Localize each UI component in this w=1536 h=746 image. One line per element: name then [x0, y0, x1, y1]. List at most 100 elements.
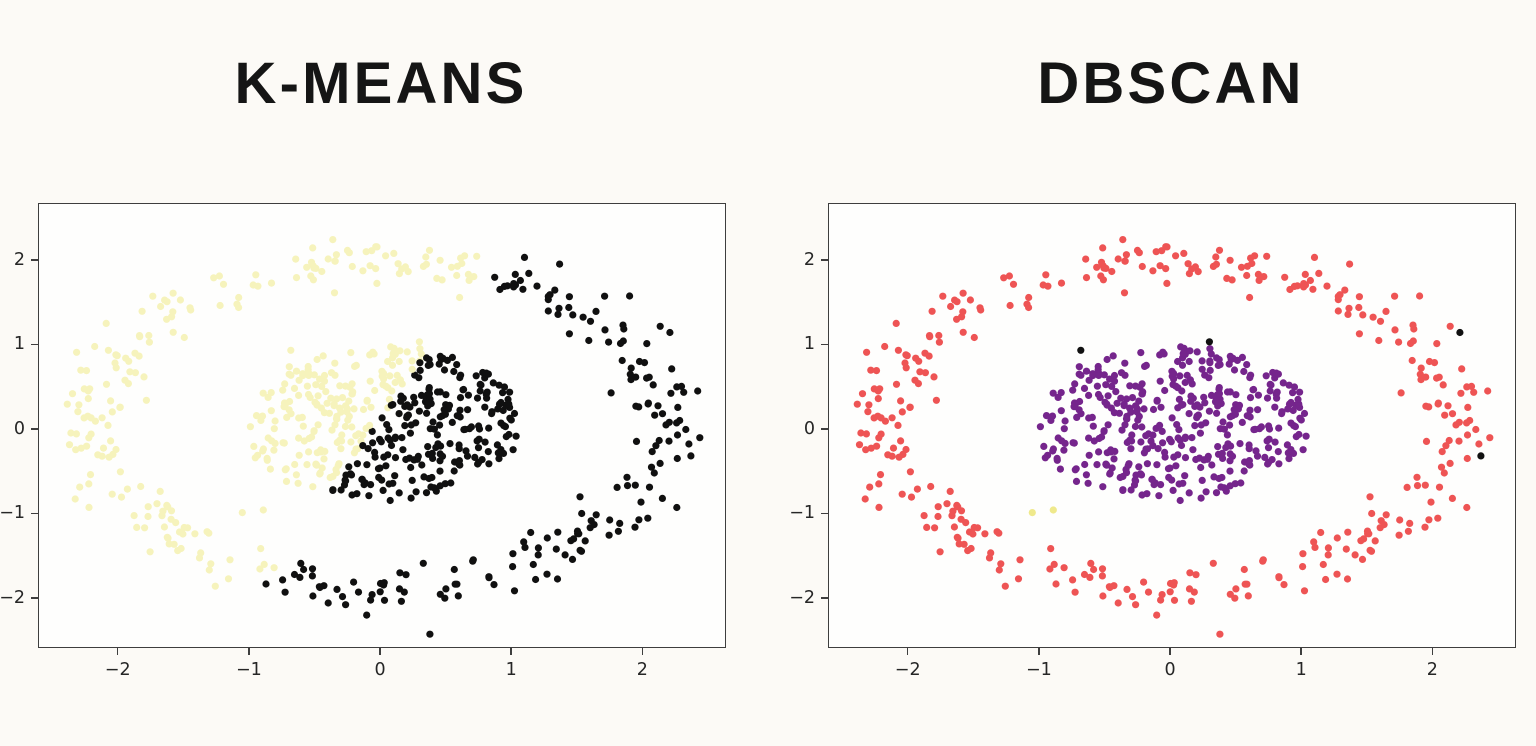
data-point — [329, 236, 337, 244]
data-point — [1127, 408, 1135, 416]
data-point — [341, 382, 350, 390]
data-point — [1344, 310, 1352, 318]
data-point — [1273, 388, 1281, 396]
y-tick-label: 1 — [803, 334, 815, 355]
data-point — [1243, 412, 1251, 420]
data-point — [359, 405, 368, 414]
data-point — [415, 374, 423, 382]
data-point — [226, 556, 234, 564]
data-point — [554, 310, 562, 318]
data-point — [970, 333, 978, 342]
data-point — [102, 319, 110, 327]
data-point — [1226, 590, 1234, 598]
data-point — [1196, 403, 1204, 411]
data-point — [1422, 437, 1431, 445]
data-point — [295, 451, 303, 459]
data-point — [1056, 465, 1064, 473]
data-point — [1458, 365, 1466, 373]
data-point — [346, 470, 355, 478]
data-point — [1185, 357, 1193, 366]
data-point — [427, 400, 435, 408]
data-point — [1069, 386, 1077, 394]
data-point — [224, 575, 233, 583]
data-point — [82, 367, 91, 375]
data-point — [1177, 401, 1185, 409]
data-point — [544, 307, 552, 315]
data-point — [138, 307, 146, 315]
data-point — [412, 419, 420, 427]
data-point — [345, 463, 353, 471]
data-point — [1103, 355, 1111, 364]
data-point — [1049, 445, 1057, 453]
data-point — [464, 391, 472, 399]
data-point — [902, 445, 910, 454]
data-point — [1444, 402, 1452, 410]
data-point — [620, 325, 628, 333]
data-point — [867, 366, 875, 374]
data-point — [267, 407, 275, 415]
data-point — [327, 369, 336, 377]
data-point — [1118, 426, 1126, 434]
data-point — [1188, 265, 1196, 273]
data-point — [1121, 257, 1129, 265]
data-point — [635, 403, 643, 411]
data-point — [1099, 276, 1107, 284]
data-point — [1254, 270, 1262, 278]
data-point — [1100, 371, 1108, 379]
data-point — [280, 403, 288, 411]
data-point — [238, 509, 246, 517]
data-point — [658, 494, 667, 502]
data-point — [579, 313, 587, 321]
data-point — [1025, 293, 1033, 302]
data-point — [1205, 338, 1213, 346]
data-point — [1132, 402, 1140, 410]
data-point — [932, 396, 940, 404]
data-point — [551, 286, 559, 294]
data-point — [1299, 550, 1307, 558]
data-point — [1192, 455, 1200, 464]
data-point — [1205, 374, 1213, 382]
data-point — [606, 516, 614, 524]
data-point — [1246, 406, 1254, 414]
data-point — [353, 460, 361, 468]
data-point — [219, 280, 228, 288]
data-point — [299, 422, 307, 430]
data-point — [565, 303, 573, 312]
data-point — [179, 530, 187, 538]
data-point — [446, 440, 454, 448]
data-point — [1099, 592, 1107, 600]
data-point — [425, 390, 433, 398]
data-point — [401, 422, 409, 430]
data-point — [404, 268, 412, 276]
data-point — [1355, 293, 1363, 301]
data-point — [1271, 403, 1279, 411]
data-point — [1190, 588, 1198, 596]
data-point — [502, 433, 510, 441]
data-point — [500, 383, 509, 391]
data-point — [76, 483, 84, 491]
data-point — [644, 514, 652, 522]
data-point — [1157, 596, 1165, 604]
data-point — [297, 559, 305, 567]
data-point — [1157, 481, 1165, 489]
data-point — [425, 474, 433, 483]
data-point — [1025, 303, 1033, 312]
data-point — [1104, 392, 1112, 400]
data-point — [605, 338, 613, 346]
data-point — [1187, 397, 1195, 405]
data-point — [1435, 483, 1444, 491]
data-point — [1275, 573, 1283, 581]
data-point — [475, 422, 483, 430]
data-point — [341, 422, 349, 431]
data-point — [1112, 388, 1120, 396]
plot-area-kmeans: −2 −1 0 1 2 2 1 0 −1 −2 — [0, 203, 726, 680]
y-tick-mark — [820, 597, 828, 599]
x-tick-label: −2 — [894, 660, 921, 680]
data-point — [271, 417, 279, 425]
data-point — [336, 382, 344, 390]
data-point — [397, 397, 405, 405]
data-point — [861, 495, 869, 503]
data-point — [215, 272, 223, 280]
data-point — [1184, 260, 1192, 268]
data-point — [632, 437, 641, 445]
